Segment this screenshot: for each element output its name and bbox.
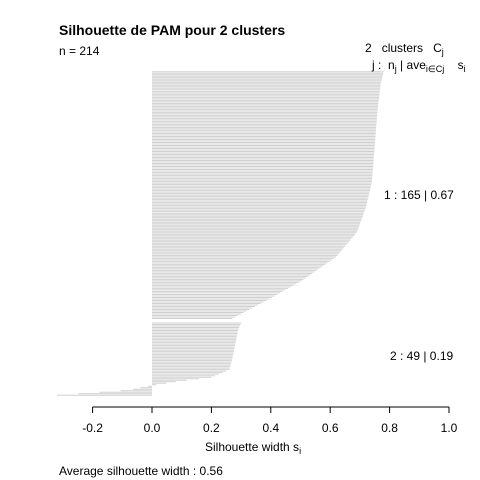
x-axis-label-main: Silhouette width s <box>205 440 300 454</box>
x-tick-label: 0.8 <box>381 421 398 435</box>
x-tick-label: 0.4 <box>262 421 280 435</box>
ave-subscript: i∈Cj <box>425 64 445 74</box>
x-axis <box>92 406 450 413</box>
x-tick-label: 0.0 <box>143 421 161 435</box>
x-axis-label-subscript: i <box>299 446 302 456</box>
x-tick-label: 1.0 <box>440 421 458 435</box>
n-label: n = 214 <box>59 44 100 58</box>
silhouette-bars <box>56 71 384 396</box>
x-tick-label: 0.6 <box>321 421 339 435</box>
chart-title: Silhouette de PAM pour 2 clusters <box>59 22 286 38</box>
cluster-2-summary: 2 : 49 | 0.19 <box>390 349 454 363</box>
c-subscript: j <box>441 47 444 57</box>
s-label: s <box>457 58 464 72</box>
header-separator: | <box>400 58 404 72</box>
c-letter: C <box>433 41 442 55</box>
x-tick-label: -0.2 <box>82 421 103 435</box>
cluster-count: 2 <box>365 41 372 55</box>
nj-subscript: j <box>394 64 397 74</box>
column-header: j : nj | avei∈Cj si <box>372 58 466 76</box>
average-silhouette-width: Average silhouette width : 0.56 <box>59 464 223 478</box>
x-tick-label: 0.2 <box>203 421 220 435</box>
cluster-1-summary: 1 : 165 | 0.67 <box>384 188 454 202</box>
clusters-header: 2 clusters Cj <box>365 41 444 59</box>
x-axis-label: Silhouette width si <box>205 440 301 458</box>
clusters-word: clusters <box>381 41 424 55</box>
j-label: j : <box>372 58 382 72</box>
ave-label: ave <box>406 58 426 72</box>
s-subscript: i <box>463 64 466 74</box>
nj-label: n <box>388 58 395 72</box>
